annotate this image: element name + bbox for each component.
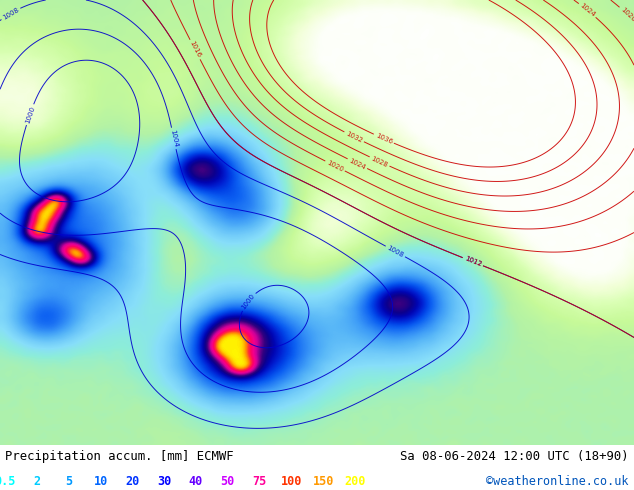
- Text: 1008: 1008: [1, 6, 20, 21]
- Text: 10: 10: [93, 475, 108, 489]
- Text: 50: 50: [221, 475, 235, 489]
- Text: 75: 75: [252, 475, 267, 489]
- Text: 200: 200: [344, 475, 366, 489]
- Text: 1032: 1032: [345, 130, 363, 144]
- Text: 40: 40: [189, 475, 203, 489]
- Text: 1024: 1024: [348, 157, 366, 171]
- Text: 5: 5: [65, 475, 72, 489]
- Text: 1024: 1024: [579, 2, 596, 18]
- Text: 1000: 1000: [24, 105, 36, 124]
- Text: Sa 08-06-2024 12:00 UTC (18+90): Sa 08-06-2024 12:00 UTC (18+90): [400, 450, 629, 464]
- Text: 1000: 1000: [240, 293, 256, 311]
- Text: 1036: 1036: [374, 132, 393, 145]
- Text: 1016: 1016: [188, 40, 202, 59]
- Text: ©weatheronline.co.uk: ©weatheronline.co.uk: [486, 475, 629, 489]
- Text: 1020: 1020: [619, 6, 634, 23]
- Text: 100: 100: [281, 475, 302, 489]
- Text: 0.5: 0.5: [0, 475, 16, 489]
- Text: 1012: 1012: [463, 256, 482, 268]
- Text: 1028: 1028: [370, 155, 389, 168]
- Text: 1012: 1012: [463, 256, 482, 268]
- Text: Precipitation accum. [mm] ECMWF: Precipitation accum. [mm] ECMWF: [5, 450, 234, 464]
- Text: 1008: 1008: [386, 245, 404, 258]
- Text: 2: 2: [34, 475, 41, 489]
- Text: 1004: 1004: [169, 129, 179, 148]
- Text: 1020: 1020: [326, 159, 344, 172]
- Text: 150: 150: [313, 475, 334, 489]
- Text: 20: 20: [125, 475, 139, 489]
- Text: 30: 30: [157, 475, 171, 489]
